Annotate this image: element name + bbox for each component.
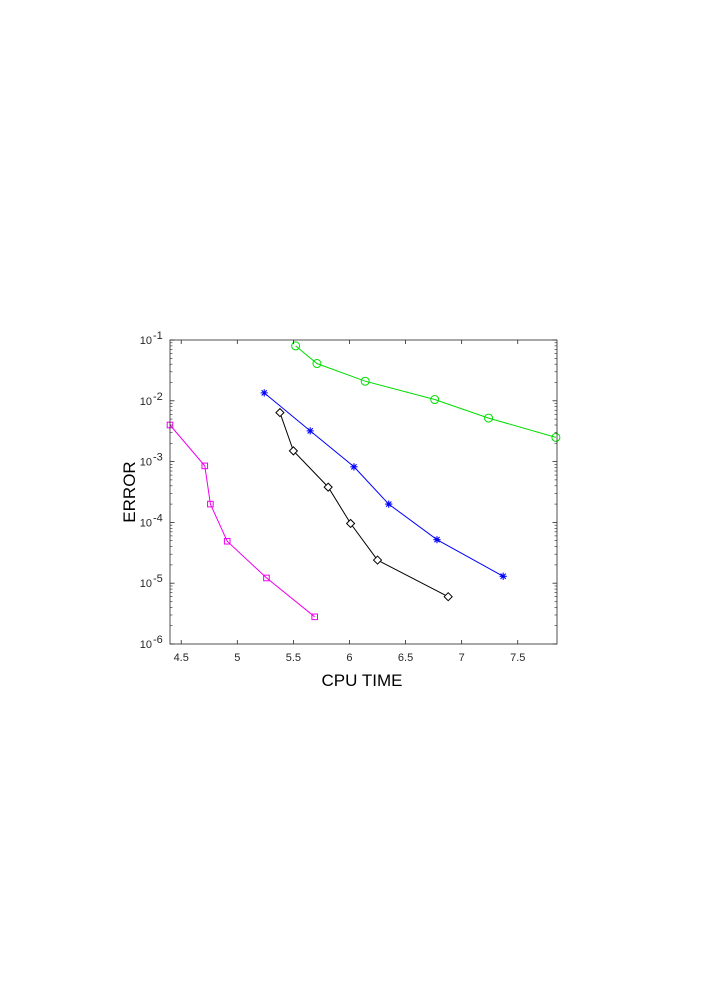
series-1-point bbox=[551, 432, 561, 442]
plot-area bbox=[170, 340, 557, 644]
series-4 bbox=[166, 421, 319, 621]
series-3-point bbox=[323, 482, 333, 492]
series-1-point bbox=[291, 341, 301, 351]
series-2-point bbox=[385, 500, 393, 508]
series-4-point bbox=[207, 500, 214, 508]
series-3-point bbox=[288, 446, 299, 456]
series-3-point bbox=[275, 407, 285, 418]
y-tick-exponent: -6 bbox=[153, 634, 163, 646]
y-tick-exponent: -1 bbox=[153, 330, 163, 342]
series-4-line bbox=[169, 424, 316, 618]
series-4-point bbox=[263, 574, 270, 582]
x-tick-label: 4.5 bbox=[174, 652, 189, 664]
series-2-point bbox=[433, 536, 441, 544]
series-1-point bbox=[312, 359, 322, 369]
y-tick-exponent: -4 bbox=[153, 512, 163, 524]
x-tick-label: 7 bbox=[459, 652, 465, 664]
y-tick-label: 10 bbox=[140, 578, 152, 590]
series-2-point bbox=[350, 463, 358, 471]
series-2-point bbox=[306, 427, 314, 435]
series-1-line bbox=[295, 345, 557, 438]
x-tick-label: 5 bbox=[234, 652, 240, 664]
y-axis-title: ERROR bbox=[120, 461, 139, 522]
x-axis-title: CPU TIME bbox=[322, 671, 403, 690]
series-layer bbox=[166, 341, 561, 621]
series-3-point bbox=[443, 591, 453, 602]
series-3-line bbox=[279, 412, 449, 598]
plot-background bbox=[170, 340, 557, 644]
x-tick-label: 5.5 bbox=[286, 652, 301, 664]
series-3 bbox=[275, 407, 453, 602]
axes-box bbox=[169, 339, 558, 645]
series-2-point bbox=[260, 389, 268, 397]
y-tick-label: 10 bbox=[140, 517, 152, 529]
y-tick-exponent: -2 bbox=[153, 391, 163, 403]
series-1-point bbox=[484, 413, 494, 423]
series-3-point bbox=[372, 555, 383, 565]
x-tick-label: 6.5 bbox=[398, 652, 413, 664]
y-tick-label: 10 bbox=[140, 396, 152, 408]
series-1-point bbox=[430, 395, 440, 405]
y-tick-label: 10 bbox=[140, 639, 152, 651]
y-tick-label: 10 bbox=[140, 457, 152, 469]
y-tick-exponent: -5 bbox=[153, 573, 163, 585]
series-1-point bbox=[360, 376, 370, 386]
series-3-point bbox=[345, 518, 356, 529]
y-tick-label: 10 bbox=[140, 335, 152, 347]
series-2-line bbox=[263, 392, 504, 577]
series-4-point bbox=[201, 462, 209, 470]
x-tick-label: 7.5 bbox=[510, 652, 525, 664]
series-4-point bbox=[223, 537, 231, 545]
y-tick-exponent: -3 bbox=[153, 452, 163, 464]
series-1 bbox=[291, 341, 561, 442]
series-4-point bbox=[311, 613, 319, 621]
series-2 bbox=[260, 389, 507, 580]
axes-layer: 4.5 5 5.5 6 6.5 7 7.510-610-510-410-310-210-1 bbox=[140, 330, 558, 664]
series-2-point bbox=[499, 572, 507, 580]
x-tick-label: 6 bbox=[346, 652, 352, 664]
